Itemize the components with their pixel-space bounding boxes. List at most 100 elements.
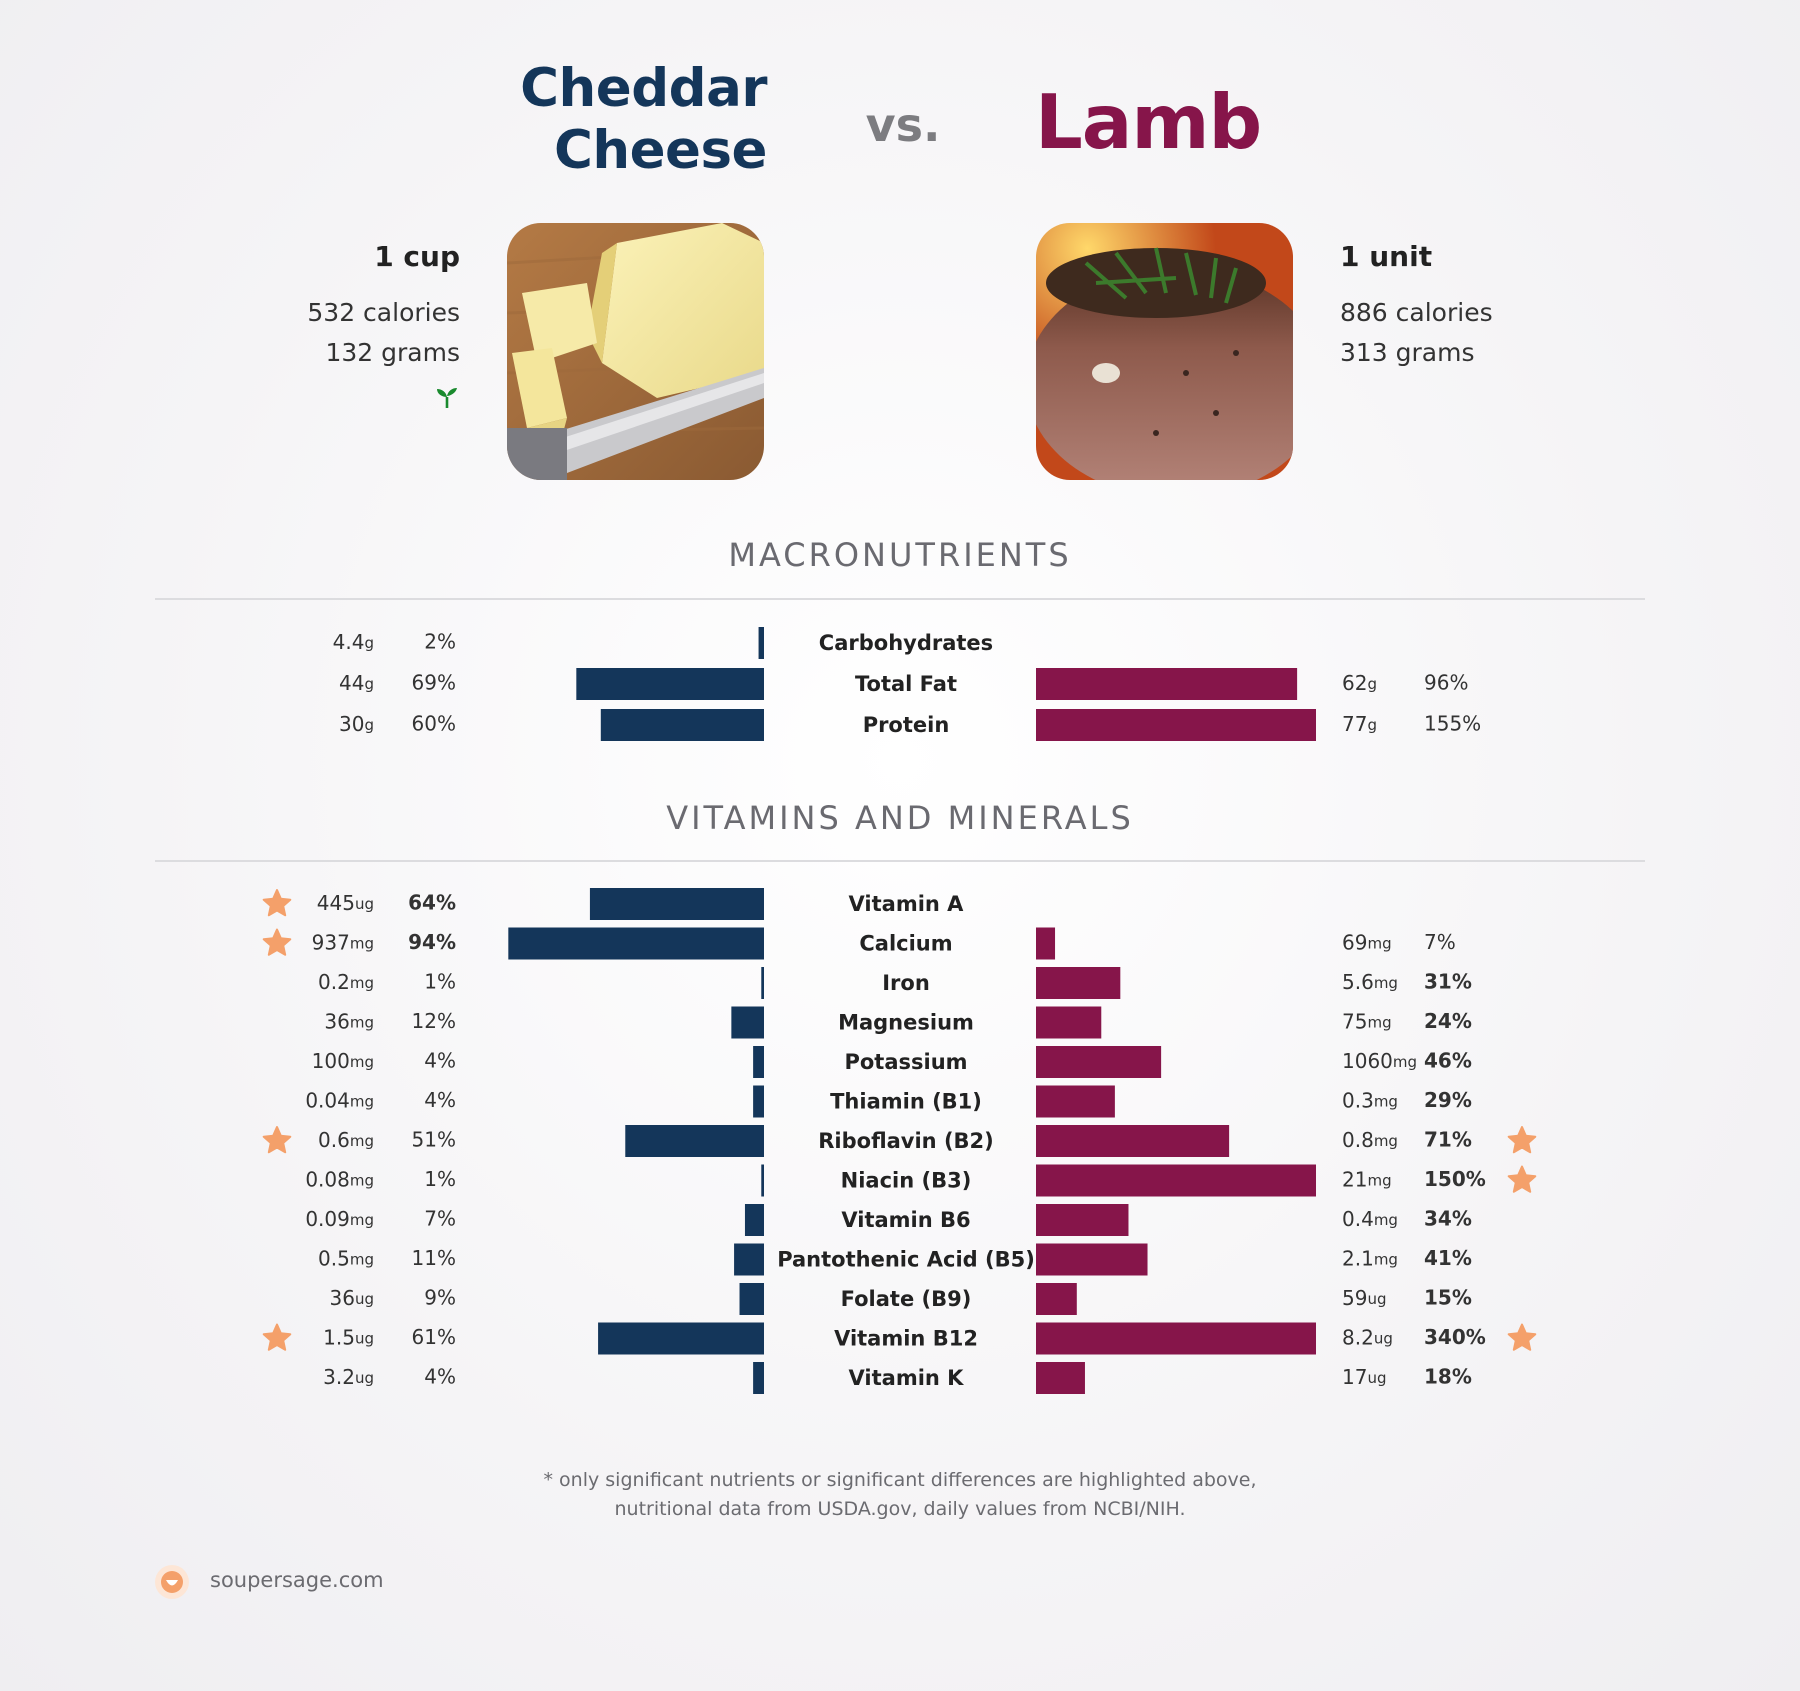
nutrient-label-folate-b9: Folate (B9) [841,1287,972,1311]
left-percent-total-fat: 69% [412,671,456,695]
left-bar-vitamin-b6 [744,1204,764,1236]
footnote-line2: nutritional data from USDA.gov, daily va… [614,1498,1186,1520]
left-amount-vitamin-b6: 0.09mg [305,1207,374,1231]
right-bar-riboflavin-b2 [1036,1125,1230,1157]
right-bar-potassium [1036,1046,1162,1078]
left-bar-protein [600,709,764,741]
nutrient-label-total-fat: Total Fat [855,672,957,696]
left-amount-vitamin-a: 445ug [317,891,374,915]
right-amount-folate-b9: 59ug [1342,1286,1386,1310]
left-bar-potassium [753,1046,764,1078]
right-bar-protein [1036,709,1316,741]
right-bar-pantothenic-acid-b5 [1036,1243,1148,1276]
left-amount-vitamin-b12: 1.5ug [323,1325,374,1349]
left-amount-vitamin-k: 3.2ug [323,1365,374,1389]
macronutrients-divider [155,598,1645,600]
vs-label: vs. [865,98,941,152]
left-bar-magnesium [731,1006,764,1039]
right-percent-pantothenic-acid-b5: 41% [1424,1246,1472,1270]
right-amount-vitamin-b6: 0.4mg [1342,1207,1398,1231]
right-star-icon-riboflavin-b2 [1507,1126,1537,1154]
left-food-title: Cheddar Cheese [470,58,767,182]
right-amount-pantothenic-acid-b5: 2.1mg [1342,1246,1398,1270]
right-amount-magnesium: 75mg [1342,1009,1392,1033]
nutrient-label-thiamin-b1: Thiamin (B1) [830,1090,982,1114]
left-amount-folate-b9: 36ug [330,1286,374,1310]
nutrient-label-calcium: Calcium [859,932,952,956]
nutrient-label-vitamin-b6: Vitamin B6 [841,1208,970,1232]
right-percent-folate-b9: 15% [1424,1286,1472,1310]
brand-link[interactable]: soupersage.com [210,1568,384,1592]
right-percent-vitamin-b12: 340% [1424,1325,1486,1349]
right-amount-protein: 77g [1342,712,1377,736]
left-bar-folate-b9 [739,1283,764,1315]
right-percent-calcium: 7% [1424,930,1456,954]
right-bar-niacin-b3 [1036,1164,1316,1197]
left-star-icon-vitamin-b12 [262,1323,292,1351]
nutrient-label-potassium: Potassium [844,1050,967,1074]
left-percent-magnesium: 12% [412,1009,456,1033]
right-bar-vitamin-k [1036,1362,1085,1394]
left-amount-magnesium: 36mg [324,1009,374,1033]
right-percent-riboflavin-b2: 71% [1424,1128,1472,1152]
right-bar-total-fat [1036,668,1298,700]
left-bar-iron [761,967,764,999]
left-percent-folate-b9: 9% [424,1286,456,1310]
right-percent-potassium: 46% [1424,1049,1472,1073]
left-percent-vitamin-k: 4% [424,1365,456,1389]
lamb-photo [1036,223,1293,480]
right-portion: 1 unit [1340,240,1433,273]
right-food-title: Lamb [1035,78,1262,166]
left-grams: 132 grams [325,338,460,367]
left-amount-total-fat: 44g [339,671,374,695]
right-grams: 313 grams [1340,338,1475,367]
left-percent-vitamin-a: 64% [408,891,456,915]
right-star-icon-niacin-b3 [1507,1165,1537,1193]
right-bar-folate-b9 [1036,1283,1077,1315]
left-bar-carbohydrates [758,627,764,659]
right-bar-vitamin-b6 [1036,1204,1129,1236]
left-percent-riboflavin-b2: 51% [412,1128,456,1152]
nutrient-label-pantothenic-acid-b5: Pantothenic Acid (B5) [777,1248,1035,1272]
left-percent-pantothenic-acid-b5: 11% [412,1246,456,1270]
left-bar-calcium [508,927,764,960]
soupersage-logo-icon [154,1564,190,1600]
right-bar-magnesium [1036,1006,1102,1039]
nutrient-label-vitamin-b12: Vitamin B12 [834,1327,978,1351]
right-amount-total-fat: 62g [1342,671,1377,695]
left-amount-pantothenic-acid-b5: 0.5mg [318,1246,374,1270]
macronutrients-section-title: MACRONUTRIENTS [728,536,1072,574]
left-percent-potassium: 4% [424,1049,456,1073]
left-amount-calcium: 937mg [312,930,374,954]
left-amount-iron: 0.2mg [318,970,374,994]
left-percent-vitamin-b12: 61% [412,1325,456,1349]
right-amount-calcium: 69mg [1342,930,1392,954]
left-amount-carbohydrates: 4.4g [333,630,374,654]
right-amount-niacin-b3: 21mg [1342,1167,1392,1191]
sprout-icon [434,384,460,410]
right-amount-riboflavin-b2: 0.8mg [1342,1128,1398,1152]
left-star-icon-calcium [262,928,292,956]
left-food-title-line2: Cheese [553,120,768,181]
left-amount-protein: 30g [339,712,374,736]
vitamins-section-title: VITAMINS AND MINERALS [666,799,1134,837]
left-food-title-line1: Cheddar [520,58,767,119]
right-percent-iron: 31% [1424,970,1472,994]
right-bar-iron [1036,967,1121,999]
nutrient-label-vitamin-a: Vitamin A [849,892,965,916]
left-percent-carbohydrates: 2% [424,630,456,654]
right-percent-vitamin-k: 18% [1424,1365,1472,1389]
right-amount-vitamin-b12: 8.2ug [1342,1325,1393,1349]
left-star-icon-riboflavin-b2 [262,1126,292,1154]
right-percent-total-fat: 96% [1424,671,1468,695]
left-bar-niacin-b3 [761,1164,764,1197]
right-percent-vitamin-b6: 34% [1424,1207,1472,1231]
left-amount-niacin-b3: 0.08mg [305,1167,374,1191]
vitamins-divider [155,860,1645,862]
nutrient-label-riboflavin-b2: Riboflavin (B2) [818,1129,994,1153]
right-percent-magnesium: 24% [1424,1009,1472,1033]
left-calories: 532 calories [307,298,460,327]
footnote-line1: * only significant nutrients or signific… [543,1469,1257,1491]
right-percent-protein: 155% [1424,712,1481,736]
